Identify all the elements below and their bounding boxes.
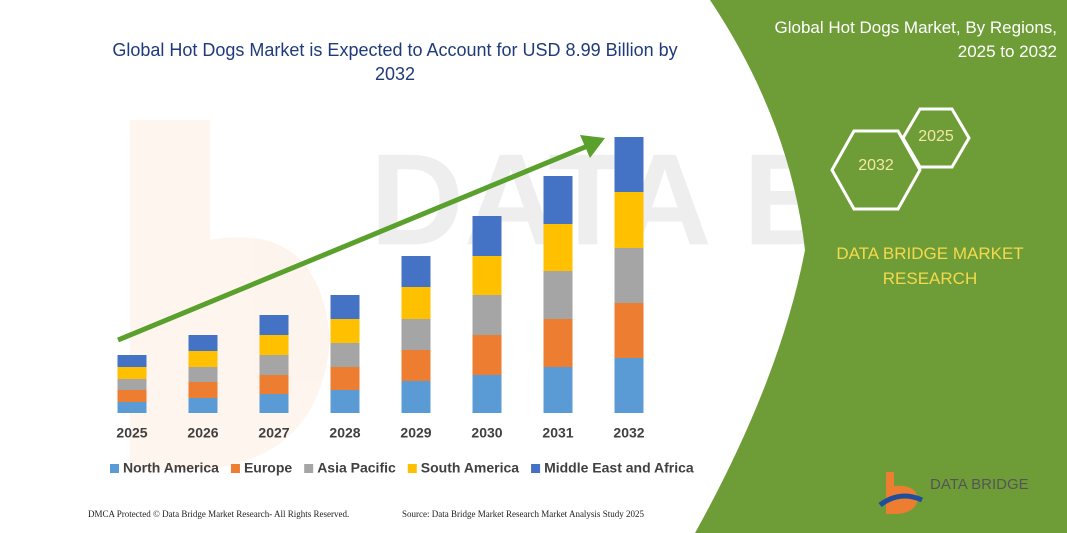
bar-segment [614, 303, 644, 358]
bar-segment [614, 248, 644, 303]
bar-segment [330, 295, 360, 319]
bar-segment [472, 216, 502, 256]
x-tick-label: 2028 [329, 425, 360, 441]
bar-segment [117, 402, 147, 413]
logo-icon [878, 472, 924, 514]
legend-label: Europe [244, 460, 292, 476]
bar-segment [401, 381, 431, 413]
bar-segment [401, 350, 431, 381]
bar-segment [543, 271, 573, 319]
bar-segment [614, 192, 644, 248]
panel-title: Global Hot Dogs Market, By Regions, 2025… [774, 18, 1057, 61]
bar-segment [614, 137, 644, 192]
x-tick-label: 2029 [400, 425, 431, 441]
x-tick-label: 2026 [187, 425, 218, 441]
bar-segment [117, 355, 147, 367]
bar-segment [188, 367, 218, 382]
trend-arrow [117, 142, 591, 343]
hexagon [830, 129, 922, 211]
legend-label: Asia Pacific [317, 460, 396, 476]
x-tick-label: 2027 [258, 425, 289, 441]
bar-segment [543, 367, 573, 413]
footer-source: Source: Data Bridge Market Research Mark… [402, 509, 644, 519]
legend-swatch [531, 464, 541, 473]
arrow-head [580, 135, 605, 158]
x-tick-label: 2025 [116, 425, 147, 441]
bar-segment [259, 315, 289, 335]
bar-segment [472, 375, 502, 413]
bar-segment [543, 319, 573, 367]
bar-segment [401, 256, 431, 287]
chart-title: Global Hot Dogs Market is Expected to Ac… [112, 40, 678, 84]
bar-segment [259, 335, 289, 355]
bar-segment [188, 398, 218, 413]
x-tick-label: 2032 [613, 425, 644, 441]
bar-segment [188, 335, 218, 351]
bar-segment [543, 176, 573, 224]
x-tick-label: 2031 [542, 425, 573, 441]
bar-segment [472, 256, 502, 295]
bar-segment [188, 382, 218, 398]
bar-segment [330, 390, 360, 413]
bar-segment [117, 379, 147, 390]
hexagon [901, 107, 971, 169]
bar-segment [543, 224, 573, 271]
legend-label: North America [123, 460, 219, 476]
bar-segment [472, 335, 502, 375]
bar-segment [259, 355, 289, 375]
bar-segment [259, 375, 289, 394]
bar-segment [330, 367, 360, 390]
bar-segment [472, 295, 502, 335]
brand: DATA BRIDGE MARKET RESEARCH [836, 244, 1024, 288]
legend-swatch [230, 464, 240, 473]
footer-dmca: DMCA Protected © Data Bridge Market Rese… [88, 509, 350, 519]
bar-segment [401, 287, 431, 319]
bar-segment [188, 351, 218, 367]
bar-segment [259, 394, 289, 413]
bar-segment [117, 367, 147, 379]
legend-label: South America [421, 460, 519, 476]
bar-segment [330, 343, 360, 367]
hex-label: 2032 [858, 157, 894, 174]
bar-segment [117, 390, 147, 402]
legend-swatch [304, 464, 314, 473]
side-panel [695, 0, 1067, 533]
bar-segment [330, 319, 360, 343]
legend-swatch [407, 464, 417, 473]
hex-label: 2025 [918, 128, 954, 145]
legend-swatch [110, 464, 119, 473]
logo-text: DATA BRIDGE [930, 476, 1029, 493]
bar-segment [614, 358, 644, 413]
bar-segment [401, 319, 431, 350]
x-tick-label: 2030 [471, 425, 502, 441]
legend-label: Middle East and Africa [544, 460, 694, 476]
